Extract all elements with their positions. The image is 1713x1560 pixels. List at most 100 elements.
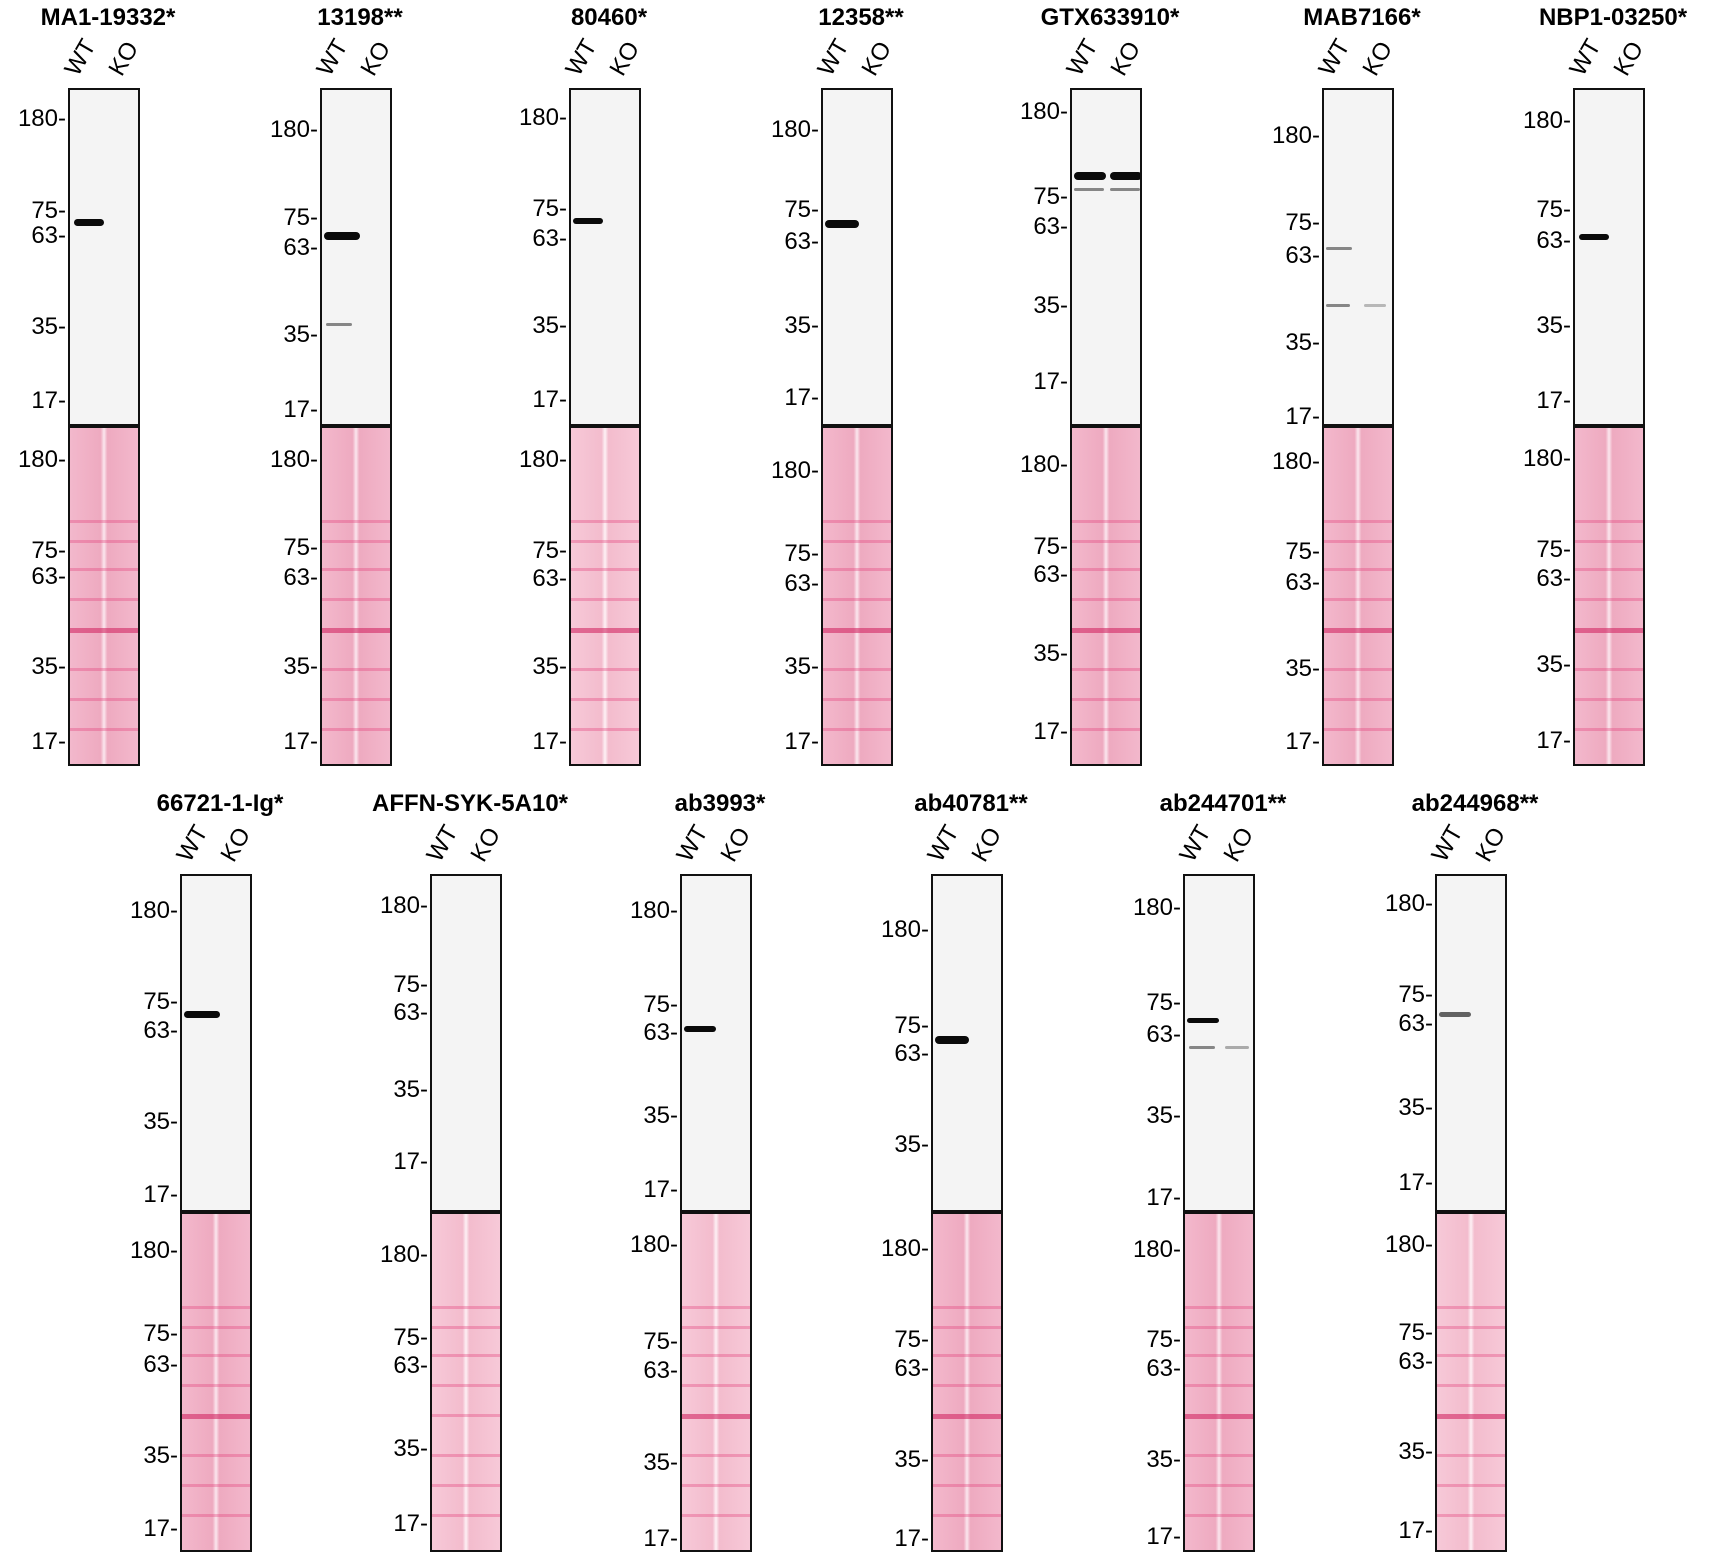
mw-marker: 75- [1285, 538, 1320, 565]
ponceau-stain-image [320, 428, 392, 766]
western-blot-image [1070, 88, 1142, 424]
mw-marker: 180- [1522, 107, 1571, 134]
mw-marker: 35- [1146, 1446, 1181, 1473]
mw-marker: 180- [880, 1235, 929, 1262]
antibody-title: MAB7166* [1303, 4, 1421, 31]
mw-marker: 75- [393, 971, 428, 998]
ponceau-stain-image [180, 1214, 252, 1552]
mw-marker: 63- [532, 225, 567, 252]
protein-band [825, 220, 859, 228]
ponceau-stain-image [1435, 1214, 1507, 1552]
mw-marker: 75- [1536, 196, 1571, 223]
mw-marker: 17- [643, 1176, 678, 1203]
ponceau-stain-image [68, 428, 140, 766]
mw-marker: 17- [393, 1148, 428, 1175]
western-blot-image [430, 874, 502, 1210]
mw-marker: 75- [31, 197, 66, 224]
mw-marker: 75- [532, 195, 567, 222]
lane-label-ko: KO [465, 822, 507, 867]
protein-band [326, 323, 352, 326]
mw-marker: 180- [1271, 122, 1320, 149]
mw-marker: 63- [283, 234, 318, 261]
mw-marker: 63- [143, 1017, 178, 1044]
mw-marker: 75- [1398, 981, 1433, 1008]
mw-marker: 75- [1146, 989, 1181, 1016]
mw-marker: 75- [283, 204, 318, 231]
mw-marker: 17- [31, 387, 66, 414]
mw-marker: 63- [393, 999, 428, 1026]
mw-marker: 17- [31, 728, 66, 755]
mw-marker: 17- [143, 1181, 178, 1208]
antibody-title: ab40781** [914, 790, 1028, 817]
mw-marker: 75- [784, 540, 819, 567]
mw-marker: 63- [1398, 1010, 1433, 1037]
protein-band [1074, 188, 1104, 191]
mw-marker: 35- [532, 653, 567, 680]
mw-marker: 35- [393, 1435, 428, 1462]
mw-marker: 63- [1033, 561, 1068, 588]
mw-marker: 17- [784, 384, 819, 411]
protein-band [1225, 1046, 1249, 1049]
mw-marker: 35- [1146, 1102, 1181, 1129]
mw-marker: 17- [393, 1510, 428, 1537]
mw-marker: 35- [643, 1449, 678, 1476]
mw-marker: 63- [1536, 565, 1571, 592]
panel-divider [320, 424, 392, 428]
panel-divider [1573, 424, 1645, 428]
mw-marker: 75- [894, 1326, 929, 1353]
protein-band [324, 232, 360, 240]
ponceau-stain-image [1322, 428, 1394, 766]
antibody-title: NBP1-03250* [1538, 4, 1688, 31]
mw-marker: 180- [1522, 445, 1571, 472]
lane-label-wt: WT [1564, 34, 1607, 81]
mw-marker: 35- [532, 312, 567, 339]
mw-marker: 17- [1398, 1517, 1433, 1544]
mw-marker: 35- [784, 312, 819, 339]
mw-marker: 180- [269, 446, 318, 473]
mw-marker: 180- [1271, 448, 1320, 475]
ponceau-stain-image [1070, 428, 1142, 766]
mw-marker: 75- [393, 1324, 428, 1351]
mw-marker: 17- [894, 1525, 929, 1552]
panel-divider [1322, 424, 1394, 428]
lane-label-ko: KO [715, 822, 757, 867]
mw-marker: 35- [1398, 1438, 1433, 1465]
mw-marker: 75- [643, 1328, 678, 1355]
mw-marker: 75- [1285, 209, 1320, 236]
mw-marker: 75- [532, 537, 567, 564]
mw-marker: 180- [629, 897, 678, 924]
protein-band [1439, 1012, 1471, 1017]
lane-label-wt: WT [59, 34, 102, 81]
mw-marker: 17- [643, 1525, 678, 1552]
mw-marker: 63- [1033, 213, 1068, 240]
protein-band [1579, 234, 1609, 240]
mw-marker: 63- [283, 564, 318, 591]
panel-divider [1183, 1210, 1255, 1214]
lane-label-wt: WT [311, 34, 354, 81]
mw-marker: 17- [532, 728, 567, 755]
mw-marker: 180- [629, 1231, 678, 1258]
antibody-title: ab3993* [674, 790, 766, 817]
mw-marker: 35- [393, 1076, 428, 1103]
ponceau-stain-image [1183, 1214, 1255, 1552]
western-blot-image [821, 88, 893, 424]
mw-marker: 180- [518, 104, 567, 131]
mw-marker: 63- [1285, 569, 1320, 596]
mw-marker: 180- [129, 1237, 178, 1264]
mw-marker: 75- [1536, 536, 1571, 563]
antibody-title: 13198** [317, 4, 403, 31]
antibody-title: ab244968** [1411, 790, 1539, 817]
panel-divider [430, 1210, 502, 1214]
mw-marker: 35- [31, 313, 66, 340]
lane-label-wt: WT [671, 820, 714, 867]
mw-marker: 17- [1033, 718, 1068, 745]
lane-label-ko: KO [103, 36, 145, 81]
mw-marker: 180- [1019, 98, 1068, 125]
mw-marker: 63- [894, 1355, 929, 1382]
mw-marker: 17- [1398, 1169, 1433, 1196]
mw-marker: 180- [1019, 451, 1068, 478]
mw-marker: 17- [1285, 403, 1320, 430]
protein-band [1364, 304, 1386, 307]
mw-marker: 75- [143, 988, 178, 1015]
mw-marker: 180- [518, 446, 567, 473]
